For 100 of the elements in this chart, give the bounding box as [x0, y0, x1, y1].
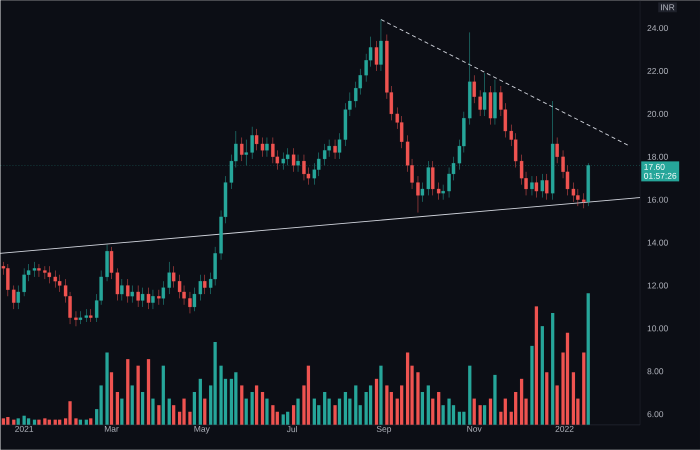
bar — [582, 352, 586, 425]
candlestick — [203, 274, 206, 294]
x-tick-label: 2022 — [556, 426, 574, 432]
x-tick-label: May — [194, 426, 210, 434]
candlestick — [254, 128, 258, 151]
candlestick — [478, 90, 482, 116]
candlestick — [250, 126, 254, 160]
bar — [426, 385, 430, 425]
candlestick — [472, 75, 476, 104]
candlestick — [338, 132, 342, 160]
bar — [120, 398, 124, 425]
bar — [182, 398, 186, 425]
candlestick — [286, 148, 290, 166]
candlestick — [78, 311, 82, 324]
bar — [468, 366, 472, 425]
candlestick — [436, 182, 440, 200]
bar — [556, 385, 559, 425]
candlestick — [32, 262, 36, 278]
bar — [157, 405, 160, 425]
candlestick — [426, 160, 430, 196]
candlestick — [157, 290, 161, 306]
bar — [6, 417, 10, 425]
bar — [379, 366, 383, 425]
bar — [478, 405, 482, 425]
y-tick-label: 8.00 — [647, 368, 664, 374]
candlestick — [441, 184, 445, 200]
candlestick — [431, 160, 434, 196]
candlestick — [172, 266, 176, 288]
y-tick-label: 24.00 — [647, 25, 668, 32]
bar — [534, 306, 538, 425]
bar — [240, 385, 244, 425]
candlestick — [582, 193, 586, 209]
bar — [126, 359, 130, 425]
y-tick-label: 10.00 — [648, 325, 668, 332]
x-tick-label: Mar — [104, 426, 119, 432]
bar — [203, 398, 206, 425]
candlestick — [188, 292, 192, 314]
bar — [140, 392, 144, 425]
bar — [84, 420, 88, 425]
candlestick — [374, 40, 378, 72]
bar — [22, 416, 26, 425]
candlestick — [116, 268, 120, 301]
bar — [520, 378, 524, 425]
bar — [250, 392, 254, 425]
bar — [344, 392, 348, 425]
candlestick — [151, 290, 155, 310]
candlestick — [545, 174, 548, 200]
candlestick — [292, 148, 296, 172]
x-tick-label: Sep — [376, 426, 392, 434]
y-tick-label: 22.00 — [647, 68, 668, 74]
candlestick — [540, 174, 544, 198]
candlestick — [514, 132, 518, 168]
candlestick — [530, 176, 534, 196]
candlestick — [120, 278, 124, 301]
bar — [551, 313, 554, 425]
bar — [172, 405, 176, 425]
candlestick — [244, 139, 248, 166]
y-axis-title: INR — [661, 4, 674, 10]
bar — [306, 366, 310, 425]
bar — [16, 418, 20, 425]
bar — [296, 398, 300, 425]
candlestick — [379, 19, 383, 72]
x-tick-label: Jul — [286, 426, 297, 432]
bar — [540, 326, 544, 425]
bar — [472, 398, 476, 425]
candlestick — [265, 137, 269, 158]
y-tick-label: 12.00 — [648, 282, 668, 289]
candlestick — [192, 287, 196, 312]
candlestick — [168, 262, 171, 294]
bar — [89, 418, 92, 425]
bar — [586, 293, 590, 425]
candlestick — [74, 311, 78, 327]
candlestick — [555, 137, 559, 164]
bar — [292, 405, 296, 425]
candlestick — [296, 154, 300, 172]
bar — [130, 385, 134, 425]
bar — [572, 372, 576, 425]
candlestick — [416, 176, 420, 213]
bar — [431, 398, 434, 425]
candlestick — [84, 308, 88, 322]
bar — [162, 366, 165, 425]
bar — [265, 398, 269, 425]
bar — [254, 385, 258, 425]
candlestick — [16, 285, 20, 310]
bar — [338, 398, 342, 425]
bar — [260, 392, 264, 425]
bar — [333, 405, 337, 425]
bar — [234, 372, 238, 425]
candlestick — [37, 264, 41, 278]
bar — [219, 366, 223, 425]
bar — [151, 398, 155, 425]
candlestick — [58, 274, 62, 292]
y-tick-label: 16.00 — [648, 196, 668, 203]
x-tick-label: 2021 — [15, 426, 34, 432]
candlestick — [89, 308, 92, 322]
bar — [116, 392, 120, 425]
bar — [545, 372, 548, 425]
x-tick-label: Nov — [467, 426, 482, 432]
candlestick — [126, 278, 130, 303]
y-tick-label: 20.00 — [647, 110, 668, 117]
